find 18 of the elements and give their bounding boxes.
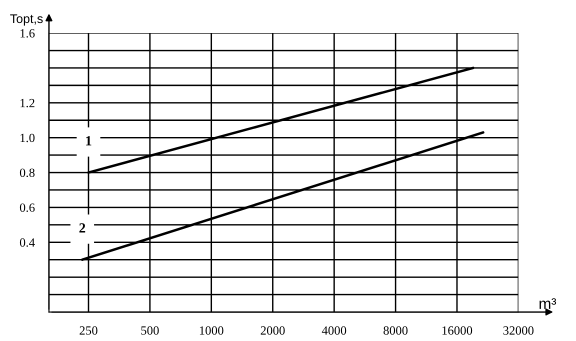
series-label: 1 — [86, 136, 92, 146]
y-tick-label: 1.6 — [20, 29, 35, 38]
x-tick-label: 8000 — [384, 326, 408, 335]
x-tick-label: 4000 — [322, 326, 346, 335]
y-tick-label: 1.2 — [20, 98, 34, 108]
y-tick-label: 0.6 — [20, 203, 35, 212]
x-tick-label: 500 — [141, 326, 159, 335]
x-tick-label: 16000 — [442, 326, 472, 335]
series-label: 2 — [79, 223, 86, 232]
x-tick-label: 32000 — [503, 326, 534, 335]
x-tick-label: 250 — [80, 326, 98, 335]
y-tick-label: 0.4 — [20, 238, 35, 247]
y-tick-label: 0.8 — [20, 168, 35, 178]
x-tick-label: 1000 — [200, 326, 224, 335]
x-axis-title: m³ — [540, 298, 556, 309]
y-axis-title: Topt,s — [10, 14, 43, 26]
y-tick-label: 1.0 — [20, 134, 35, 142]
x-tick-label: 2000 — [260, 326, 285, 335]
